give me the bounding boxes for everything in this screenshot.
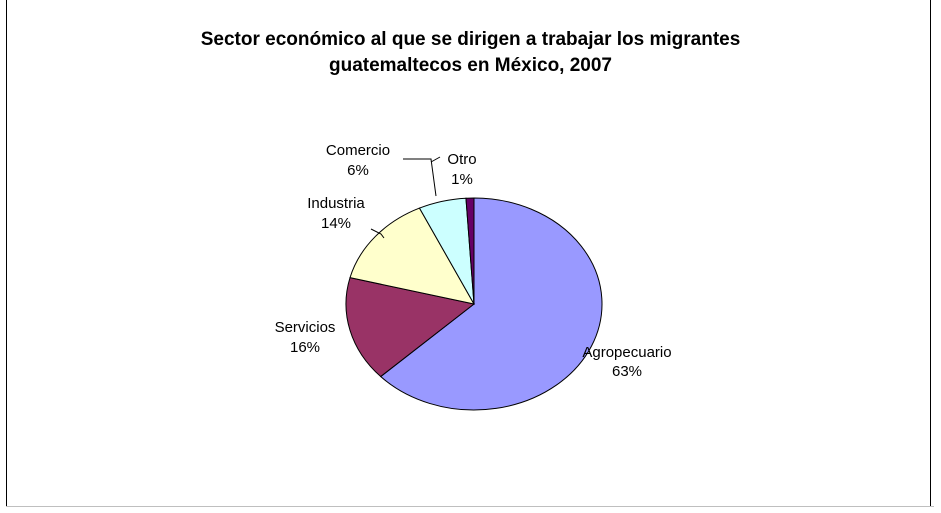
pie-slice-servicios	[345, 277, 476, 378]
slice-label-servicios: Servicios	[275, 319, 336, 336]
slice-label-otro: Otro	[447, 151, 476, 168]
leader-line-otro	[430, 156, 441, 163]
chart-title-line-1: Sector económico al que se dirigen a tra…	[200, 29, 741, 50]
pie-slices	[345, 197, 603, 411]
slice-value-otro: 1%	[451, 171, 473, 188]
slice-value-comercio: 6%	[347, 162, 369, 179]
slice-label-agropecuario: Agropecuario	[582, 344, 671, 361]
slice-label-industria: Industria	[307, 195, 365, 212]
slice-value-servicios: 16%	[290, 339, 320, 356]
leader-lines	[370, 156, 441, 239]
chart-title-line-2: guatemaltecos en México, 2007	[328, 55, 612, 76]
slice-value-agropecuario: 63%	[612, 363, 642, 380]
slice-labels: Agropecuario 63% Servicios 16% Industria 14% C…	[275, 142, 672, 380]
pie-slice-otro	[465, 197, 475, 305]
leader-line-comercio	[403, 158, 437, 197]
slice-value-industria: 14%	[321, 215, 351, 232]
leader-line-industria	[370, 228, 385, 239]
chart-frame-bottom-border	[6, 506, 934, 507]
slice-label-comercio: Comercio	[326, 142, 390, 159]
pie-slice-industria	[349, 207, 475, 305]
pie-slice-agropecuario	[379, 197, 603, 411]
chart-title: Sector económico al que se dirigen a tra…	[0, 27, 941, 79]
